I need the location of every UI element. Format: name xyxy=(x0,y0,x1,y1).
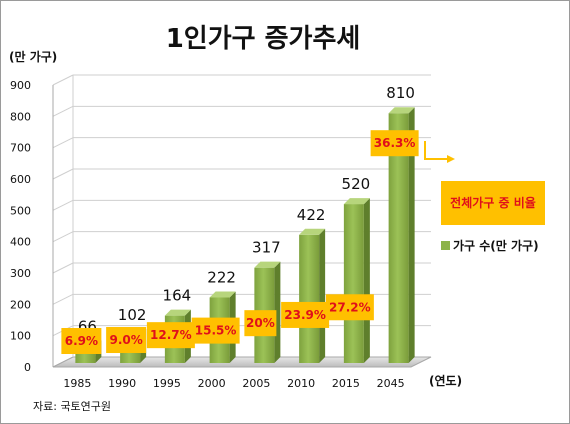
gridlines xyxy=(52,74,431,368)
value-label: 810 xyxy=(386,84,415,102)
percent-label: 23.9% xyxy=(284,308,326,322)
bar xyxy=(343,204,364,363)
bar-side xyxy=(274,261,281,363)
percent-label-box xyxy=(281,301,330,328)
x-tick-label: 2045 xyxy=(377,377,405,390)
gridline-diag xyxy=(52,74,74,86)
percent-label-box xyxy=(146,322,195,349)
y-tick-label: 900 xyxy=(10,79,31,92)
gridline-diag xyxy=(52,105,74,117)
x-tick-labels: 1985 1990 1995 2000 2005 2010 2015 2045 xyxy=(63,377,404,390)
y-tick-labels: 0 100 200 300 400 500 600 700 800 900 xyxy=(10,79,31,374)
percent-label-box xyxy=(191,317,240,344)
callout-arrow-line xyxy=(424,141,449,160)
y-tick-label: 500 xyxy=(10,204,31,217)
gridline-diag xyxy=(52,168,74,180)
y-axis-unit: (만 가구) xyxy=(9,49,57,64)
bar-top xyxy=(299,228,326,235)
y-tick-label: 600 xyxy=(10,173,31,186)
bar-top xyxy=(388,107,415,114)
floor xyxy=(52,356,432,368)
percent-label-box xyxy=(61,328,102,354)
percent-label: 20% xyxy=(246,316,275,330)
percent-label-box xyxy=(370,130,419,157)
y-tick-label: 100 xyxy=(10,330,31,343)
bar-side xyxy=(408,107,415,363)
bar xyxy=(388,113,409,363)
y-tick-label: 0 xyxy=(24,361,31,374)
percent-label: 15.5% xyxy=(195,324,237,338)
callout-box xyxy=(441,181,545,225)
x-tick-label: 1985 xyxy=(63,377,91,390)
value-label: 317 xyxy=(252,239,281,257)
y-tick-label: 200 xyxy=(10,298,31,311)
percent-label: 27.2% xyxy=(329,300,371,314)
value-label: 164 xyxy=(163,287,192,305)
percent-label: 9.0% xyxy=(109,333,142,347)
x-tick-label: 2005 xyxy=(242,377,270,390)
percent-label-box xyxy=(244,310,277,337)
gridline-diag xyxy=(52,262,74,274)
x-tick-label: 1995 xyxy=(153,377,181,390)
legend-swatch xyxy=(441,241,450,250)
percent-label: 6.9% xyxy=(65,334,98,348)
y-tick-label: 400 xyxy=(10,236,31,249)
chart-title: 1인가구 증가추세 xyxy=(166,24,361,54)
y-tick-label: 700 xyxy=(10,142,31,155)
callout-arrow-head xyxy=(447,155,455,163)
bar-top xyxy=(209,291,236,298)
bar-top xyxy=(343,198,370,205)
bar-side xyxy=(319,228,326,363)
axes xyxy=(52,75,432,368)
bar-side xyxy=(363,198,370,363)
bar-top xyxy=(254,261,281,268)
bar xyxy=(299,234,320,363)
gridline-diag xyxy=(52,231,74,243)
callout-text: 전체가구 중 비율 xyxy=(450,195,536,210)
gridline-diag xyxy=(52,199,74,211)
x-tick-label: 2015 xyxy=(332,377,360,390)
x-tick-label: 1990 xyxy=(108,377,136,390)
value-label: 422 xyxy=(297,206,326,224)
percent-labels: 6.9% 9.0% 12.7% 15.5% 20% 23.9%27.2% 36.3% xyxy=(61,130,419,354)
source-note: 자료: 국토연구원 xyxy=(33,400,111,413)
percent-label-box xyxy=(106,327,147,354)
x-tick-label: 2010 xyxy=(287,377,315,390)
x-tick-label: 2000 xyxy=(198,377,226,390)
bar-top xyxy=(164,309,191,316)
gridline-diag xyxy=(52,137,74,149)
gridline-diag xyxy=(52,293,74,305)
value-label: 520 xyxy=(342,175,371,193)
y-tick-label: 800 xyxy=(10,110,31,123)
percent-label: 12.7% xyxy=(150,328,192,342)
percent-label: 36.3% xyxy=(374,136,416,150)
value-label: 222 xyxy=(207,268,236,286)
value-label: 102 xyxy=(118,306,147,324)
x-axis-unit: (연도) xyxy=(429,373,462,388)
y-tick-label: 300 xyxy=(10,267,31,280)
percent-label-box xyxy=(325,294,374,321)
legend-label: 가구 수(만 가구) xyxy=(453,238,539,253)
